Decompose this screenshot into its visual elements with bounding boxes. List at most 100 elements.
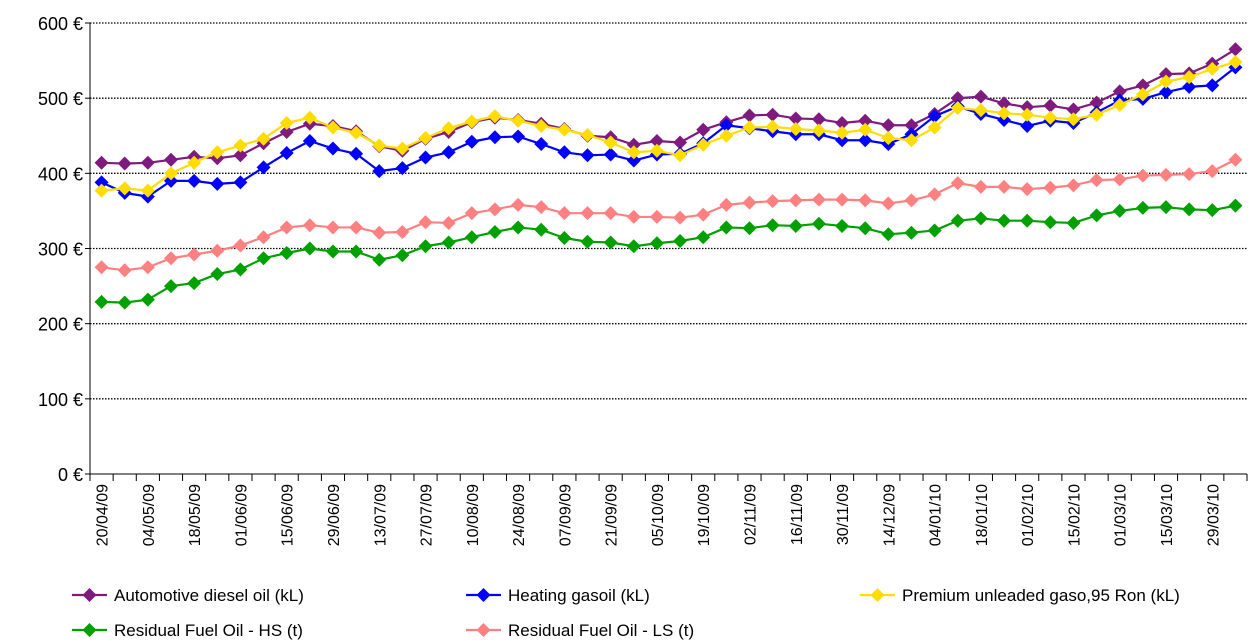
data-point	[788, 121, 803, 136]
data-point	[441, 235, 456, 250]
data-point	[1228, 152, 1243, 167]
legend-marker	[82, 623, 97, 637]
data-point	[256, 230, 271, 245]
data-point	[649, 143, 664, 158]
data-point	[835, 125, 850, 140]
x-tick-label: 27/07/09	[419, 484, 436, 546]
data-point	[696, 137, 711, 152]
data-point	[325, 220, 340, 235]
data-point	[835, 218, 850, 233]
x-tick-label: 01/03/10	[1113, 484, 1130, 546]
series-line	[101, 204, 1236, 304]
data-point	[464, 114, 479, 129]
x-tick-label: 02/11/09	[742, 484, 759, 545]
data-point	[1228, 198, 1243, 213]
legend-item: Heating gasoil (kL)	[466, 586, 650, 605]
data-point	[1112, 203, 1127, 218]
legend-item: Residual Fuel Oil - LS (t)	[466, 621, 694, 640]
data-point	[1182, 167, 1197, 182]
data-point	[765, 194, 780, 209]
data-point	[94, 260, 109, 275]
data-point	[1112, 172, 1127, 187]
y-tick-label: 300 €	[38, 240, 83, 260]
data-point	[858, 221, 873, 236]
data-point	[580, 127, 595, 142]
data-point	[1020, 100, 1035, 115]
data-point	[973, 103, 988, 118]
data-point	[719, 220, 734, 235]
data-point	[511, 197, 526, 212]
data-point	[163, 166, 178, 181]
data-point	[302, 110, 317, 125]
legend: Automotive diesel oil (kL) Heating gasoil…	[72, 586, 1180, 640]
data-point	[1205, 61, 1220, 76]
data-point	[534, 137, 549, 152]
x-tick-label: 15/03/10	[1159, 484, 1176, 546]
series-0	[94, 42, 1243, 171]
data-point	[210, 243, 225, 258]
data-point	[881, 131, 896, 146]
data-point	[1112, 84, 1127, 99]
data-point	[325, 141, 340, 156]
data-point	[117, 181, 132, 196]
data-point	[140, 292, 155, 307]
x-tick-label: 29/06/09	[326, 484, 343, 546]
data-point	[881, 227, 896, 242]
y-tick-label: 400 €	[38, 164, 83, 184]
data-point	[742, 120, 757, 135]
legend-marker	[82, 588, 97, 602]
data-point	[811, 192, 826, 207]
legend-label: Residual Fuel Oil - HS (t)	[114, 621, 303, 640]
data-point	[418, 215, 433, 230]
data-point	[487, 130, 502, 145]
data-point	[1043, 215, 1058, 230]
data-point	[742, 195, 757, 210]
data-point	[1182, 79, 1197, 94]
data-point	[927, 223, 942, 238]
data-point	[811, 112, 826, 127]
x-tick-label: 15/02/10	[1066, 484, 1083, 546]
data-point	[395, 141, 410, 156]
x-tick-label: 04/05/09	[141, 484, 158, 546]
data-point	[1020, 182, 1035, 197]
data-point	[950, 91, 965, 106]
data-point	[163, 173, 178, 188]
data-point	[973, 179, 988, 194]
data-point	[302, 134, 317, 149]
data-point	[1020, 213, 1035, 228]
legend-marker	[476, 588, 491, 602]
data-point	[765, 119, 780, 134]
x-tick-label: 30/11/09	[835, 484, 852, 545]
data-point	[950, 213, 965, 228]
x-tick-label: 19/10/09	[696, 484, 713, 546]
data-point	[487, 202, 502, 217]
x-tick-label: 01/02/10	[1020, 484, 1037, 546]
data-point	[696, 207, 711, 222]
data-point	[858, 193, 873, 208]
data-point	[927, 187, 942, 202]
legend-item: Automotive diesel oil (kL)	[72, 586, 304, 605]
data-point	[742, 108, 757, 123]
data-point	[673, 210, 688, 225]
gridlines	[90, 22, 1247, 400]
legend-marker	[870, 588, 885, 602]
data-point	[279, 115, 294, 130]
x-tick-label: 15/06/09	[280, 484, 297, 546]
y-tick-label: 200 €	[38, 315, 83, 335]
data-point	[649, 209, 664, 224]
axes: 0 € 100 € 200 € 300 € 400 € 500 € 600 € 20/04/0…	[38, 14, 1248, 546]
data-point	[1089, 95, 1104, 110]
data-point	[117, 295, 132, 310]
data-point	[349, 220, 364, 235]
series-line	[101, 48, 1237, 165]
legend-label: Automotive diesel oil (kL)	[114, 586, 304, 605]
data-point	[117, 263, 132, 278]
data-point	[117, 156, 132, 171]
data-point	[418, 150, 433, 165]
data-point	[1066, 215, 1081, 230]
data-point	[534, 222, 549, 237]
data-point	[511, 129, 526, 144]
legend-label: Residual Fuel Oil - LS (t)	[508, 621, 694, 640]
data-point	[511, 220, 526, 235]
data-point	[187, 155, 202, 170]
